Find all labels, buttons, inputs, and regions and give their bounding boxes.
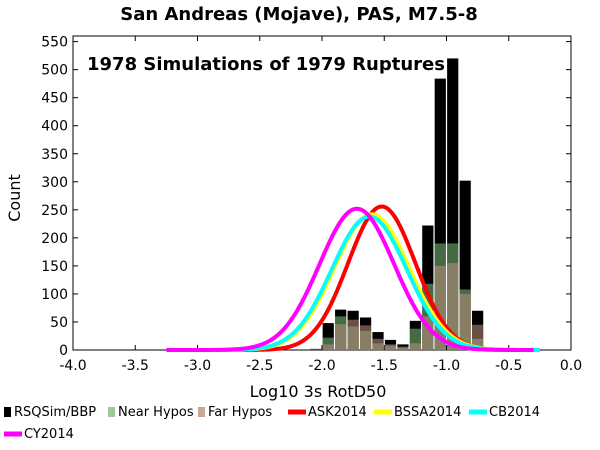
- histogram-bar-rsqsim-bbp: [310, 348, 322, 350]
- plot-area: 0 50 100 150 200 250 300 350 400 450 500 550 -4.0 -3.…: [41, 35, 582, 374]
- legend-swatch: [4, 407, 11, 417]
- x-axis-label: Log10 3s RotD50: [250, 382, 387, 401]
- y-tick-label: 450: [41, 91, 68, 107]
- histogram-bar-far-hypos: [310, 349, 322, 350]
- x-tick-label: -0.5: [495, 358, 522, 374]
- y-tick-label: 150: [41, 259, 68, 275]
- legend-label: ASK2014: [308, 405, 367, 420]
- histogram-bar-far-hypos: [472, 324, 484, 350]
- histogram-bar-far-hypos: [384, 344, 397, 350]
- x-tick-label: -3.5: [122, 358, 149, 374]
- y-tick-label: 0: [59, 343, 68, 359]
- histogram-bar-rsqsim-bbp: [459, 180, 471, 350]
- legend-label: RSQSim/BBP: [14, 405, 96, 420]
- y-tick-label: 400: [41, 119, 68, 135]
- chart-annotation: 1978 Simulations of 1979 Ruptures: [87, 54, 445, 75]
- legend-label: Near Hypos: [118, 405, 194, 420]
- y-tick-label: 350: [41, 147, 68, 163]
- plot-frame: [72, 35, 572, 351]
- histogram-bar-rsqsim-bbp: [434, 78, 446, 350]
- histogram-bar-rsqsim-bbp: [322, 323, 334, 350]
- legend-swatch: [198, 407, 205, 417]
- legend-label: CB2014: [489, 405, 540, 420]
- histogram-bar-far-hypos: [372, 338, 384, 350]
- legend-label: CY2014: [24, 427, 74, 442]
- curve-cy2014: [166, 206, 534, 352]
- chart-title: San Andreas (Mojave), PAS, M7.5-8: [120, 4, 477, 25]
- x-tick-label: -2.5: [246, 358, 273, 374]
- legend-swatch: [108, 407, 115, 417]
- y-tick-label: 100: [41, 287, 68, 303]
- legend-label: BSSA2014: [394, 405, 461, 420]
- legend: RSQSim/BBP Near Hypos Far Hypos ASK2014 BSSA…: [4, 405, 540, 442]
- histogram-bar-far-hypos: [459, 293, 471, 350]
- histogram-bar-far-hypos: [347, 319, 359, 350]
- histogram-bar-far-hypos: [447, 263, 459, 350]
- y-axis-label: Count: [5, 174, 24, 222]
- y-tick-label: 50: [50, 315, 68, 331]
- x-tick-label: -1.5: [371, 358, 398, 374]
- histogram-bar-far-hypos: [422, 316, 434, 350]
- y-tick-label: 550: [41, 35, 68, 51]
- x-tick-label: -2.0: [308, 358, 335, 374]
- histogram-bar-far-hypos: [359, 325, 372, 350]
- y-tick-label: 500: [41, 63, 68, 79]
- x-tick-label: 0.0: [560, 358, 582, 374]
- histogram-bar-far-hypos: [335, 324, 347, 350]
- histogram-bar-far-hypos: [434, 265, 446, 350]
- x-tick-label: -4.0: [59, 358, 86, 374]
- x-tick-label: -3.0: [184, 358, 211, 374]
- y-tick-label: 300: [41, 175, 68, 191]
- histogram-bar-far-hypos: [409, 343, 421, 350]
- histogram-bar-rsqsim-bbp: [447, 58, 459, 351]
- y-tick-label: 200: [41, 231, 68, 247]
- histogram-bar-far-hypos: [397, 347, 409, 350]
- histogram-bar-near-hypos: [409, 328, 421, 350]
- histogram-bar-near-hypos: [322, 337, 334, 350]
- y-tick-label: 250: [41, 203, 68, 219]
- legend-label: Far Hypos: [208, 405, 272, 420]
- histogram-bar-far-hypos: [322, 344, 334, 350]
- x-tick-label: -1.0: [433, 358, 460, 374]
